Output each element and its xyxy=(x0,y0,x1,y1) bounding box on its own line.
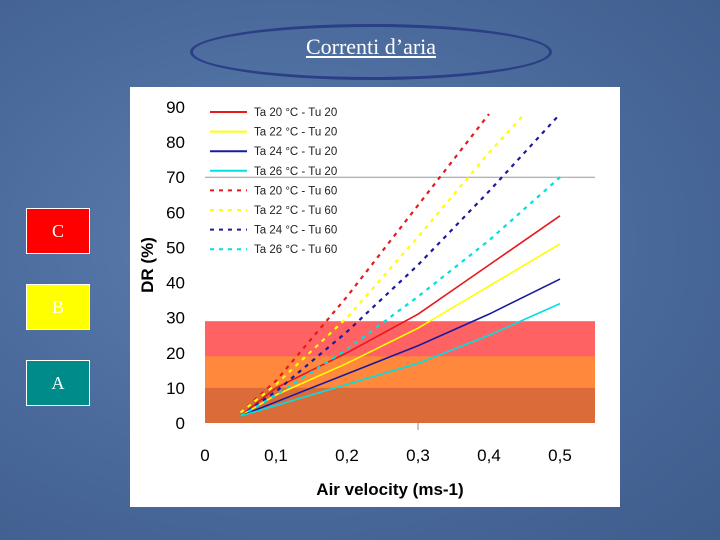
series-line xyxy=(239,113,561,417)
x-tick-label: 0,2 xyxy=(335,446,359,465)
series-line xyxy=(240,215,561,417)
x-axis-label: Air velocity (ms-1) xyxy=(316,480,463,499)
level-a-label: A xyxy=(51,372,65,393)
legend-label: Ta 24 °C - Tu 20 xyxy=(254,146,337,158)
y-tick-label: 30 xyxy=(166,309,185,328)
x-tick-label: 0,1 xyxy=(264,446,288,465)
series-line xyxy=(239,113,526,414)
legend-label: Ta 20 °C - Tu 20 xyxy=(254,107,337,119)
legend-label: Ta 24 °C - Tu 60 xyxy=(254,225,337,237)
title-oval: Correnti d’aria xyxy=(190,24,552,80)
level-c-label: C xyxy=(51,220,64,241)
y-tick-label: 70 xyxy=(166,168,185,187)
legend-label: Ta 20 °C - Tu 60 xyxy=(254,185,337,197)
x-tick-label: 0,5 xyxy=(548,446,572,465)
chart-panel: 0 10 20 30 40 50 60 70 80 90 0 0,1 0,2 0,3 0,4 0,5 Air v… xyxy=(130,87,620,507)
y-tick-label: 0 xyxy=(176,414,185,433)
y-tick-label: 60 xyxy=(166,203,185,222)
level-a-box: A xyxy=(26,360,90,406)
y-tick-label: 90 xyxy=(166,98,185,117)
series-line xyxy=(240,278,561,417)
legend-label: Ta 26 °C - Tu 20 xyxy=(254,166,337,178)
x-tick-label: 0,3 xyxy=(406,446,430,465)
legend-label: Ta 26 °C - Tu 60 xyxy=(254,244,337,256)
y-tick-label: 50 xyxy=(166,238,185,257)
x-tick-label: 0 xyxy=(200,446,209,465)
level-b-box: B xyxy=(26,284,90,330)
slide-title: Correnti d’aria xyxy=(305,34,437,59)
y-axis-label: DR (%) xyxy=(138,237,157,293)
level-c-box: C xyxy=(26,208,90,254)
level-b-label: B xyxy=(51,296,64,317)
y-tick-label: 40 xyxy=(166,274,185,293)
legend-label: Ta 22 °C - Tu 20 xyxy=(254,127,337,139)
series-line xyxy=(240,302,561,417)
zone-a xyxy=(205,387,595,423)
y-tick-label: 10 xyxy=(166,379,185,398)
y-tick-label: 20 xyxy=(166,344,185,363)
dr-chart: 0 10 20 30 40 50 60 70 80 90 0 0,1 0,2 0,3 0,4 0,5 Air v… xyxy=(138,98,595,499)
legend-label: Ta 22 °C - Tu 60 xyxy=(254,205,337,217)
x-tick-label: 0,4 xyxy=(477,446,501,465)
series-line xyxy=(240,243,561,417)
y-tick-label: 80 xyxy=(166,133,185,152)
